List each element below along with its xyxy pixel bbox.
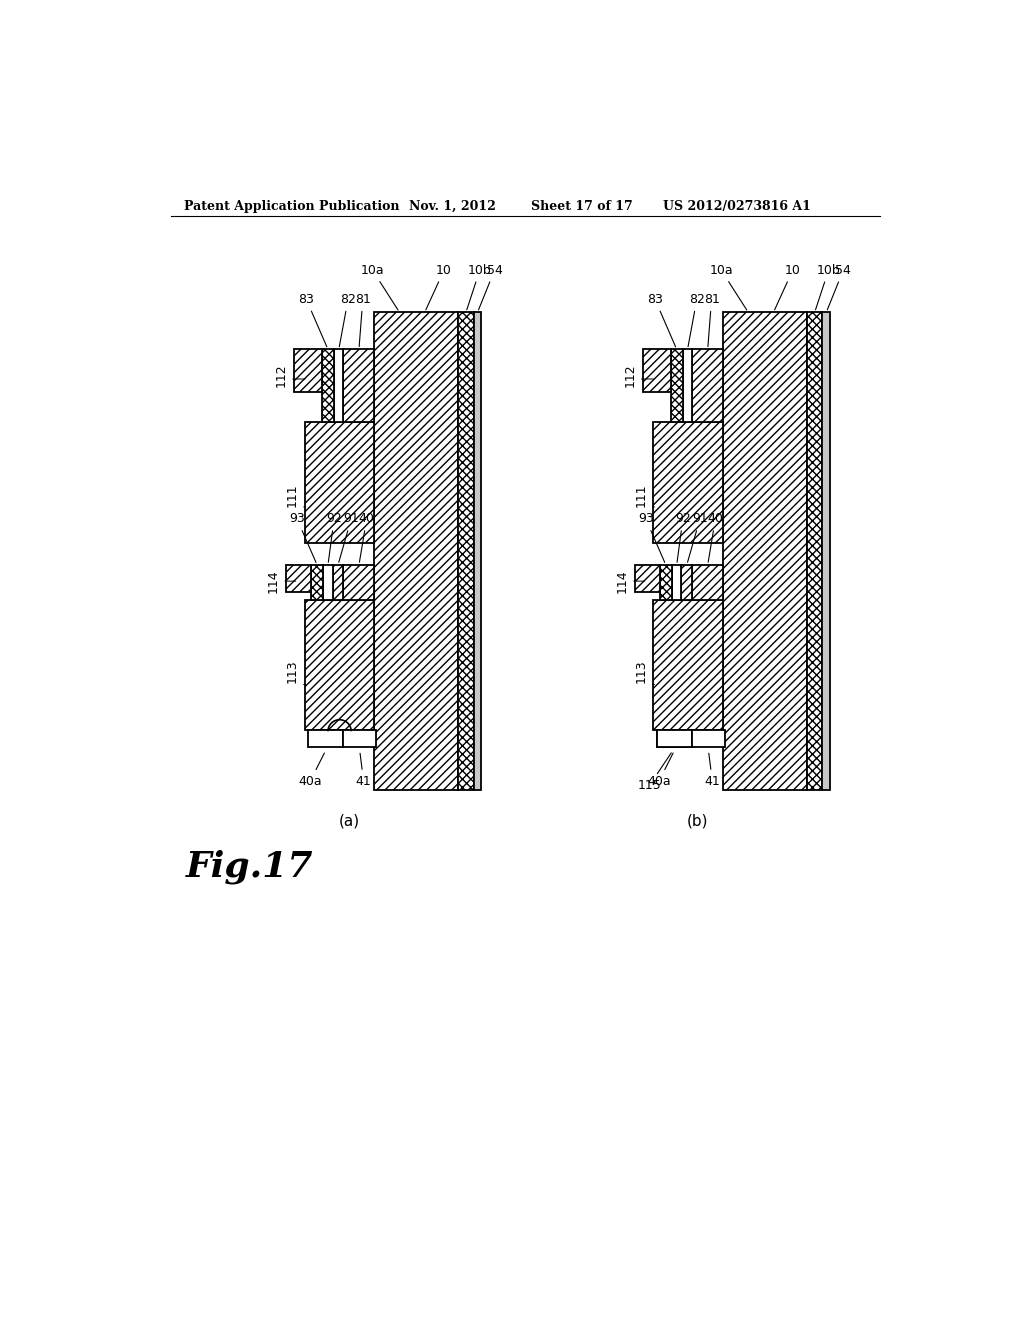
Text: 40: 40 [708, 512, 723, 562]
Text: 81: 81 [703, 293, 720, 347]
Bar [343, 350, 375, 422]
Text: Sheet 17 of 17: Sheet 17 of 17 [531, 199, 633, 213]
Bar [324, 565, 333, 601]
Text: 113: 113 [634, 660, 647, 684]
Text: 91: 91 [687, 512, 708, 562]
Text: US 2012/0273816 A1: US 2012/0273816 A1 [663, 199, 811, 213]
Bar [692, 350, 723, 422]
Bar [683, 350, 692, 422]
Bar [311, 565, 324, 601]
Text: 114: 114 [615, 569, 629, 593]
Bar [458, 313, 474, 789]
Text: 40a: 40a [298, 752, 325, 788]
Text: 83: 83 [647, 293, 676, 347]
Bar [308, 730, 343, 747]
Text: (b): (b) [687, 813, 709, 828]
Text: 10: 10 [426, 264, 452, 310]
Text: 10a: 10a [710, 264, 746, 310]
Text: 82: 82 [688, 293, 705, 347]
Bar [322, 350, 334, 422]
Text: 111: 111 [286, 483, 299, 507]
Bar [807, 313, 822, 789]
Text: 82: 82 [339, 293, 356, 347]
Bar [653, 601, 723, 730]
Text: 115: 115 [638, 752, 672, 792]
Text: Patent Application Publication: Patent Application Publication [183, 199, 399, 213]
Bar [656, 730, 692, 747]
Text: 40: 40 [358, 512, 375, 562]
Bar [723, 313, 807, 789]
Bar [474, 313, 481, 789]
Text: 10b: 10b [467, 264, 492, 310]
Bar [343, 565, 375, 601]
Bar [294, 350, 322, 392]
Bar [375, 313, 458, 789]
Text: 54: 54 [827, 264, 851, 310]
Bar [692, 730, 725, 747]
Bar [334, 350, 343, 422]
Bar [659, 565, 672, 601]
Bar [653, 422, 723, 544]
Bar [643, 350, 671, 392]
Bar [343, 730, 376, 747]
Text: 92: 92 [675, 512, 691, 562]
Text: 83: 83 [298, 293, 327, 347]
Text: 41: 41 [705, 754, 720, 788]
Bar [822, 313, 830, 789]
Text: 92: 92 [327, 512, 342, 562]
Text: 81: 81 [355, 293, 371, 347]
Text: 40a: 40a [647, 752, 673, 788]
Bar [305, 601, 375, 730]
Text: 10: 10 [774, 264, 801, 310]
Bar [286, 565, 311, 591]
Bar [333, 565, 343, 601]
Bar [656, 730, 689, 747]
Bar [671, 350, 683, 422]
Text: 112: 112 [624, 363, 636, 387]
Text: 91: 91 [339, 512, 359, 562]
Bar [672, 565, 681, 601]
Bar [681, 565, 692, 601]
Text: 41: 41 [355, 754, 372, 788]
Text: 54: 54 [478, 264, 503, 310]
Text: 113: 113 [286, 660, 299, 684]
Text: 112: 112 [274, 363, 288, 387]
Bar [305, 422, 375, 544]
Text: 10a: 10a [360, 264, 398, 310]
Text: 111: 111 [634, 483, 647, 507]
Text: 10b: 10b [815, 264, 841, 310]
Text: 93: 93 [289, 512, 316, 562]
Bar [635, 565, 659, 591]
Bar [692, 565, 723, 601]
Text: Fig.17: Fig.17 [186, 850, 313, 884]
Text: 93: 93 [638, 512, 665, 562]
Text: (a): (a) [338, 813, 359, 828]
Text: 114: 114 [267, 569, 280, 593]
Text: Nov. 1, 2012: Nov. 1, 2012 [410, 199, 497, 213]
